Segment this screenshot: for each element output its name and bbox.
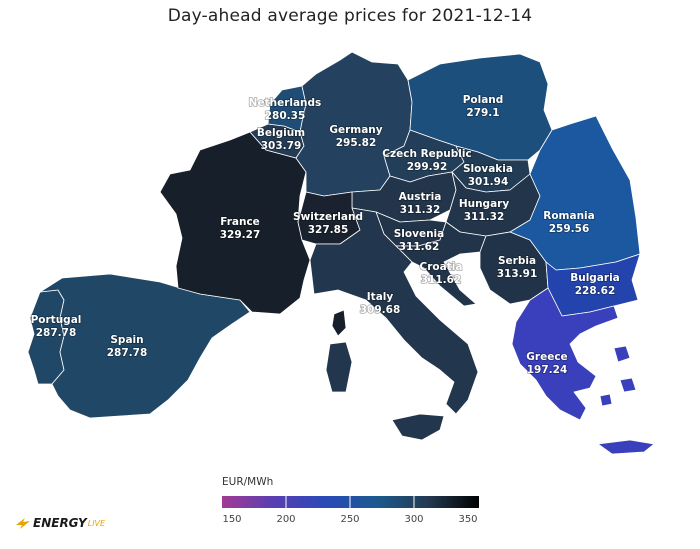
map-title: Day-ahead average prices for 2021-12-14 xyxy=(167,6,533,26)
country-price-label: 327.85 xyxy=(308,224,349,236)
country-corsica[interactable] xyxy=(331,309,347,337)
country-price-label: 228.62 xyxy=(575,285,616,297)
country-name-label: Spain xyxy=(110,334,143,346)
country-name-label: Bulgaria xyxy=(570,272,620,284)
country-name-label: Germany xyxy=(329,124,382,136)
country-name-label: Hungary xyxy=(459,198,510,210)
legend-tick: 300 xyxy=(404,514,424,525)
country-price-label: 280.35 xyxy=(265,110,306,122)
country-italy-sicily[interactable] xyxy=(391,413,445,441)
country-name-label: Slovenia xyxy=(394,228,445,240)
legend-tick: 200 xyxy=(276,514,296,525)
country-price-label: 287.78 xyxy=(36,327,77,339)
logo-suffix: LIVE xyxy=(87,518,106,528)
country-price-label: 287.78 xyxy=(107,347,148,359)
country-price-label: 311.32 xyxy=(464,211,505,223)
country-name-label: Slovakia xyxy=(463,163,513,175)
country-name-label: Croatia xyxy=(420,261,463,273)
country-greece-islands[interactable] xyxy=(599,345,637,407)
country-name-label: Switzerland xyxy=(293,211,363,223)
legend-tick: 350 xyxy=(458,514,478,525)
legend-ticks: 150 200 250 300 350 xyxy=(0,514,700,528)
country-price-label: 279.1 xyxy=(466,107,499,119)
country-name-label: Belgium xyxy=(257,127,305,139)
country-greece[interactable] xyxy=(511,287,619,421)
country-name-label: Netherlands xyxy=(249,97,322,109)
country-name-label: Austria xyxy=(399,191,442,203)
country-price-label: 301.94 xyxy=(468,176,509,188)
country-price-label: 311.32 xyxy=(400,204,441,216)
country-greece-crete[interactable] xyxy=(597,439,655,455)
legend-title: EUR/MWh xyxy=(222,476,274,488)
country-romania[interactable] xyxy=(509,115,641,271)
country-name-label: France xyxy=(220,216,260,228)
country-price-label: 299.92 xyxy=(407,161,448,173)
country-croatia[interactable] xyxy=(395,221,487,307)
country-price-label: 329.27 xyxy=(220,229,261,241)
logo-brand: ENERGY xyxy=(33,516,87,530)
legend-color-bar xyxy=(222,496,479,508)
country-name-label: Serbia xyxy=(498,255,536,267)
country-name-label: Portugal xyxy=(31,314,82,326)
country-price-label: 295.82 xyxy=(336,137,377,149)
country-price-label: 309.68 xyxy=(360,304,401,316)
country-price-label: 311.62 xyxy=(399,241,440,253)
country-name-label: Romania xyxy=(543,210,595,222)
country-name-label: Italy xyxy=(367,291,394,303)
country-price-label: 311.62 xyxy=(421,274,462,286)
country-price-label: 303.79 xyxy=(261,140,302,152)
legend-tick: 250 xyxy=(340,514,360,525)
legend-tick: 150 xyxy=(222,514,242,525)
country-name-label: Poland xyxy=(463,94,504,106)
country-name-label: Czech Republic xyxy=(382,148,471,160)
country-italy-sardinia[interactable] xyxy=(325,341,353,393)
country-price-label: 313.91 xyxy=(497,268,538,280)
country-italy[interactable] xyxy=(309,207,479,415)
country-price-label: 259.56 xyxy=(549,223,590,235)
bolt-icon xyxy=(16,518,30,529)
country-name-label: Greece xyxy=(526,351,567,363)
energy-live-logo: ENERGY LIVE xyxy=(14,516,105,530)
country-netherlands[interactable] xyxy=(267,85,307,133)
country-price-label: 197.24 xyxy=(527,364,568,376)
